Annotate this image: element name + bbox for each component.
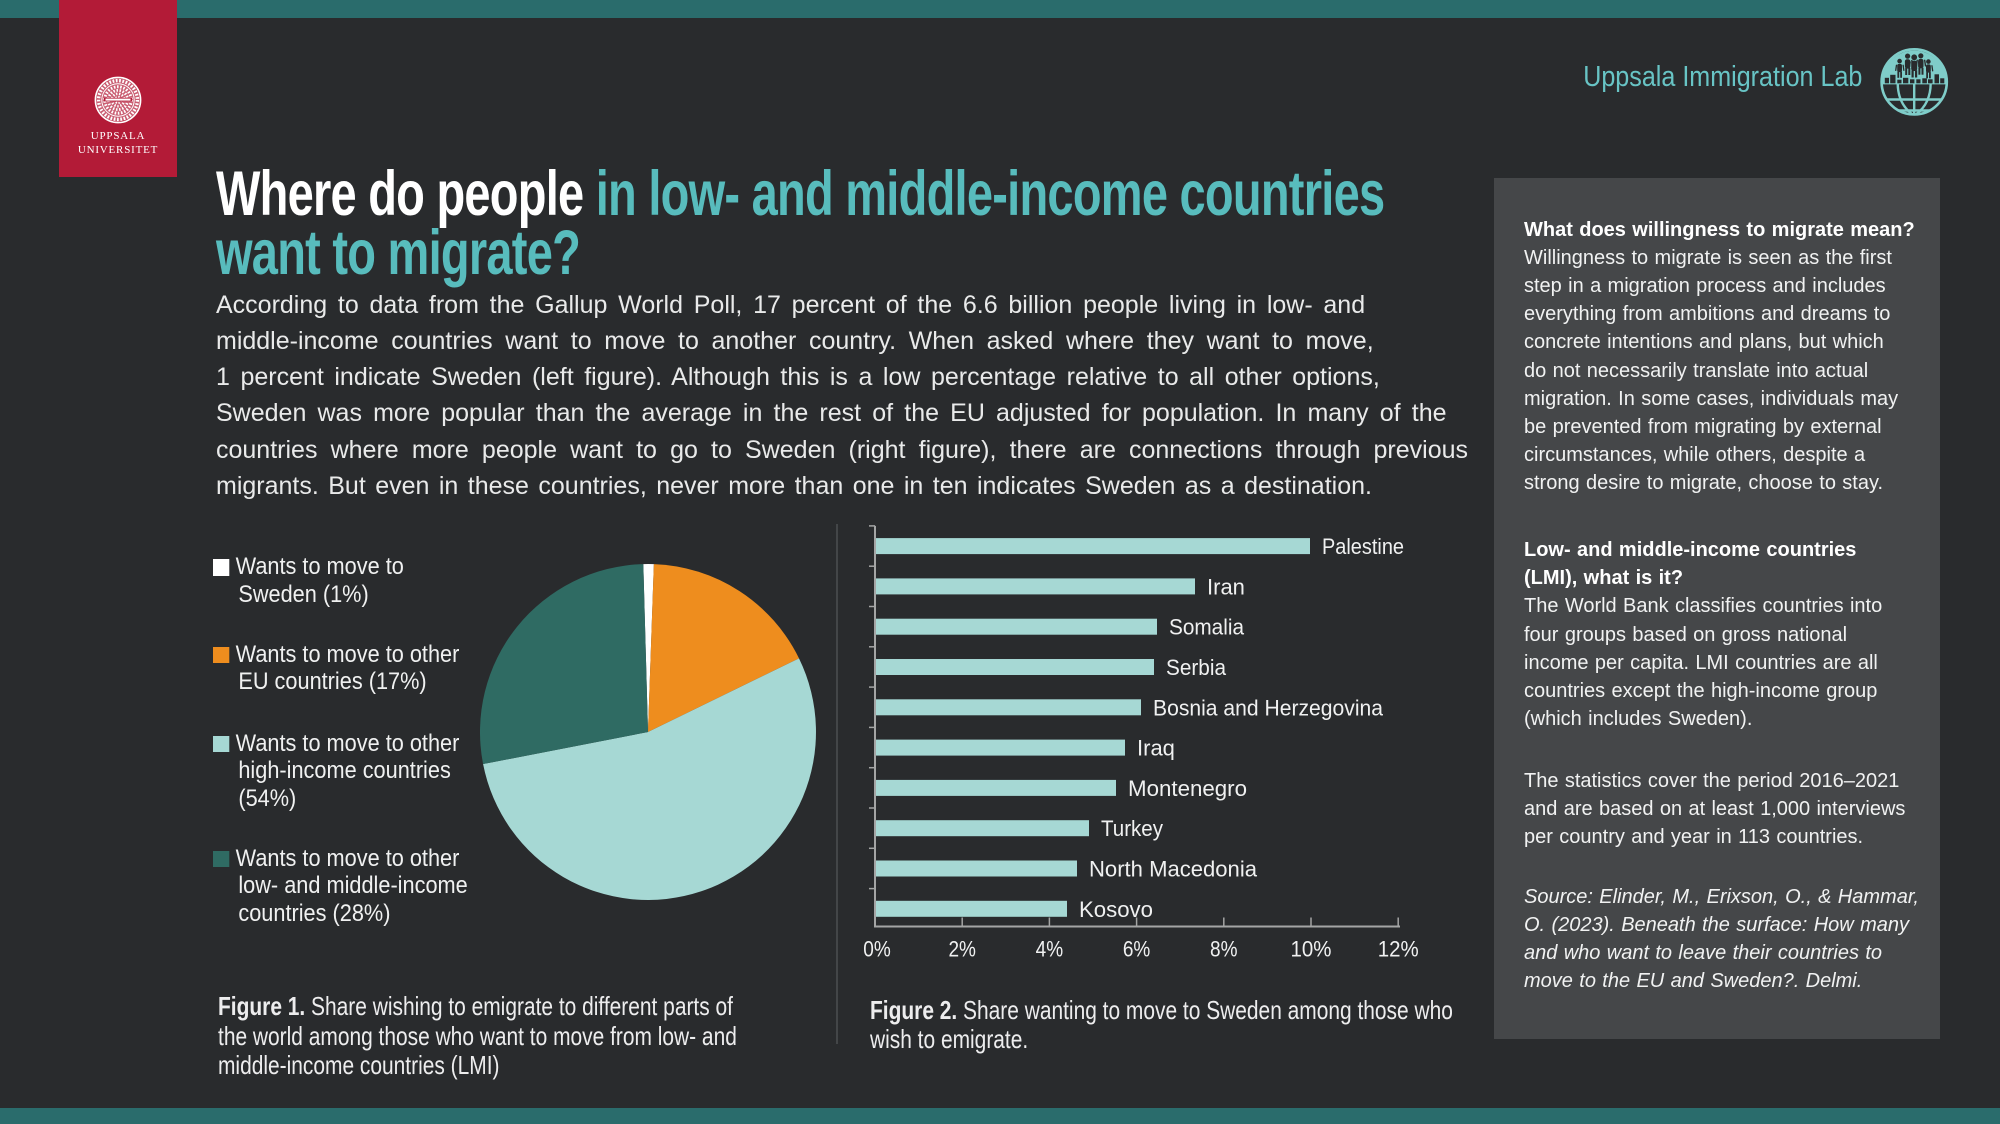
svg-text:Palestine: Palestine xyxy=(1322,534,1404,559)
svg-text:Iran: Iran xyxy=(1207,574,1245,599)
svg-text:10%: 10% xyxy=(1291,937,1332,962)
svg-text:Turkey: Turkey xyxy=(1101,816,1163,841)
svg-text:2%: 2% xyxy=(948,937,976,962)
svg-text:Somalia: Somalia xyxy=(1169,615,1245,640)
svg-text:Montenegro: Montenegro xyxy=(1128,776,1247,801)
svg-text:6%: 6% xyxy=(1123,937,1151,962)
svg-text:4%: 4% xyxy=(1036,937,1064,962)
svg-text:North Macedonia: North Macedonia xyxy=(1089,857,1258,882)
svg-text:Bosnia and Herzegovina: Bosnia and Herzegovina xyxy=(1153,695,1384,720)
svg-text:12%: 12% xyxy=(1378,937,1419,962)
svg-text:0%: 0% xyxy=(863,937,891,962)
svg-text:Serbia: Serbia xyxy=(1166,655,1227,680)
svg-text:Iraq: Iraq xyxy=(1137,736,1175,761)
svg-text:Kosovo: Kosovo xyxy=(1079,897,1153,922)
svg-text:8%: 8% xyxy=(1210,937,1238,962)
